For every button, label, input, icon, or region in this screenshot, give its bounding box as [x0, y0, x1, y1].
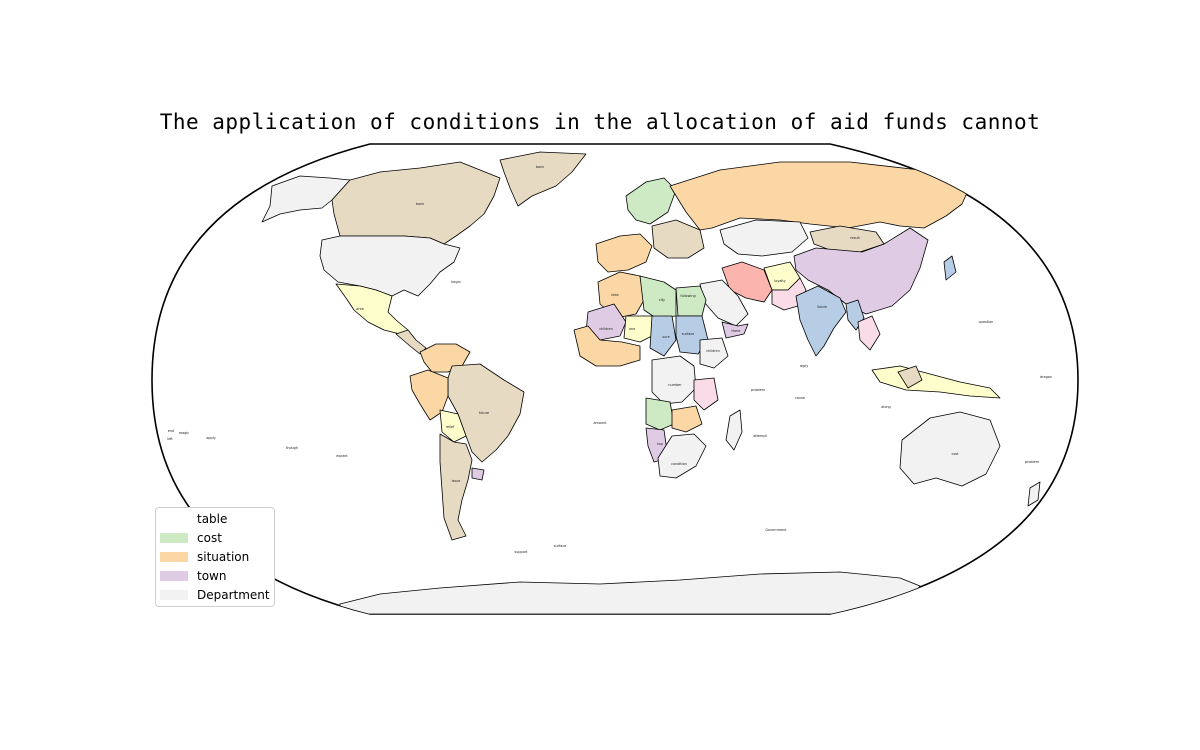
ocean-label: though — [286, 446, 298, 450]
country-egypt — [675, 285, 707, 317]
country-new-zealand — [1027, 481, 1041, 507]
country-label: number — [668, 383, 682, 387]
country-label: idea — [611, 293, 618, 297]
country-label: loyalty — [774, 279, 785, 283]
country-label: result — [850, 236, 860, 240]
country-label: area — [356, 307, 364, 311]
country-drc — [651, 355, 697, 405]
ocean-label: apply — [206, 436, 215, 440]
country-central-america — [395, 329, 427, 355]
legend-label: Department — [197, 588, 270, 602]
country-label: sure — [662, 335, 669, 339]
country-label: top — [657, 442, 663, 446]
country-usa — [319, 235, 461, 297]
country-kazakhstan — [719, 219, 809, 257]
legend-swatch — [160, 552, 188, 562]
ocean-label: surface — [554, 544, 567, 548]
country-ethiopia — [699, 337, 729, 369]
map-title: The application of conditions in the all… — [159, 110, 1041, 134]
country-india — [795, 285, 847, 357]
ocean-label: Government — [765, 528, 787, 532]
country-label: surface — [682, 332, 695, 336]
country-europe-east — [651, 219, 705, 259]
ocean-label: attempt — [753, 434, 767, 438]
country-south-africa — [657, 433, 707, 479]
legend-label: situation — [197, 550, 250, 564]
ocean-label: problem — [1025, 460, 1040, 464]
country-label: children — [706, 349, 720, 353]
country-chad — [649, 315, 677, 357]
ocean-label: problem — [751, 388, 766, 392]
legend-title: table — [197, 512, 228, 526]
ocean-labels: begin problem amount attempt cause surface sup… — [167, 280, 1052, 554]
country-australia — [899, 411, 1001, 487]
country-label: following — [680, 294, 695, 298]
country-label: cost — [951, 452, 959, 456]
map-legend: table cost situation town Department — [155, 507, 275, 607]
country-label: there — [732, 329, 741, 333]
country-label: condition — [671, 462, 687, 466]
ocean-label: along — [881, 405, 890, 409]
legend-label: town — [197, 569, 227, 583]
country-label: bank — [416, 202, 424, 206]
ocean-label: amount — [593, 421, 607, 425]
country-thailand — [857, 315, 881, 351]
legend-swatch — [160, 590, 188, 600]
country-label: children — [599, 327, 613, 331]
country-canada — [331, 161, 501, 245]
country-label: bank — [536, 165, 544, 169]
ocean-label: left — [167, 437, 173, 441]
country-japan — [943, 255, 957, 281]
country-bolivia — [439, 409, 467, 443]
country-china — [793, 227, 929, 315]
legend-swatch — [160, 571, 188, 581]
country-label: relief — [446, 425, 455, 429]
ocean-label: question — [979, 320, 994, 324]
ocean-label: cause — [795, 396, 805, 400]
legend-item-department: Department — [160, 587, 270, 603]
country-europe-west — [595, 233, 653, 273]
country-label: one — [629, 327, 635, 331]
country-label: city — [659, 298, 665, 302]
country-tanzania — [693, 377, 719, 411]
legend-item-cost: cost — [160, 530, 222, 546]
country-angola — [645, 397, 675, 431]
country-borneo — [897, 365, 923, 389]
ocean-label: reply — [800, 364, 809, 368]
country-niger — [623, 315, 657, 343]
legend-item-situation: situation — [160, 549, 249, 565]
country-brazil — [447, 363, 525, 463]
ocean-label: dragon — [1040, 375, 1052, 379]
country-antarctica — [339, 571, 921, 614]
country-zambia — [671, 405, 703, 433]
ocean-label: magic — [179, 431, 189, 435]
legend-label: cost — [197, 531, 222, 545]
country-madagascar — [725, 409, 743, 451]
ocean-label: begin — [451, 280, 460, 284]
ocean-label: end — [168, 429, 174, 433]
country-greenland — [499, 151, 587, 207]
ocean-label: expect — [336, 454, 348, 458]
country-saudi — [699, 279, 749, 327]
country-west-africa — [573, 325, 641, 367]
country-uruguay — [471, 467, 485, 481]
country-alaska — [261, 175, 351, 223]
country-label: future — [479, 411, 489, 415]
country-yemen — [721, 321, 749, 339]
country-argentina — [439, 433, 473, 541]
country-scandinavia — [625, 177, 677, 225]
country-label: South — [817, 305, 827, 309]
legend-item-town: town — [160, 568, 226, 584]
country-russia — [669, 161, 971, 231]
ocean-label: support — [514, 550, 528, 554]
legend-swatch — [160, 533, 188, 543]
country-label: issue — [452, 479, 461, 483]
country-labels: bank area future relief issue bank result South… — [356, 165, 959, 483]
